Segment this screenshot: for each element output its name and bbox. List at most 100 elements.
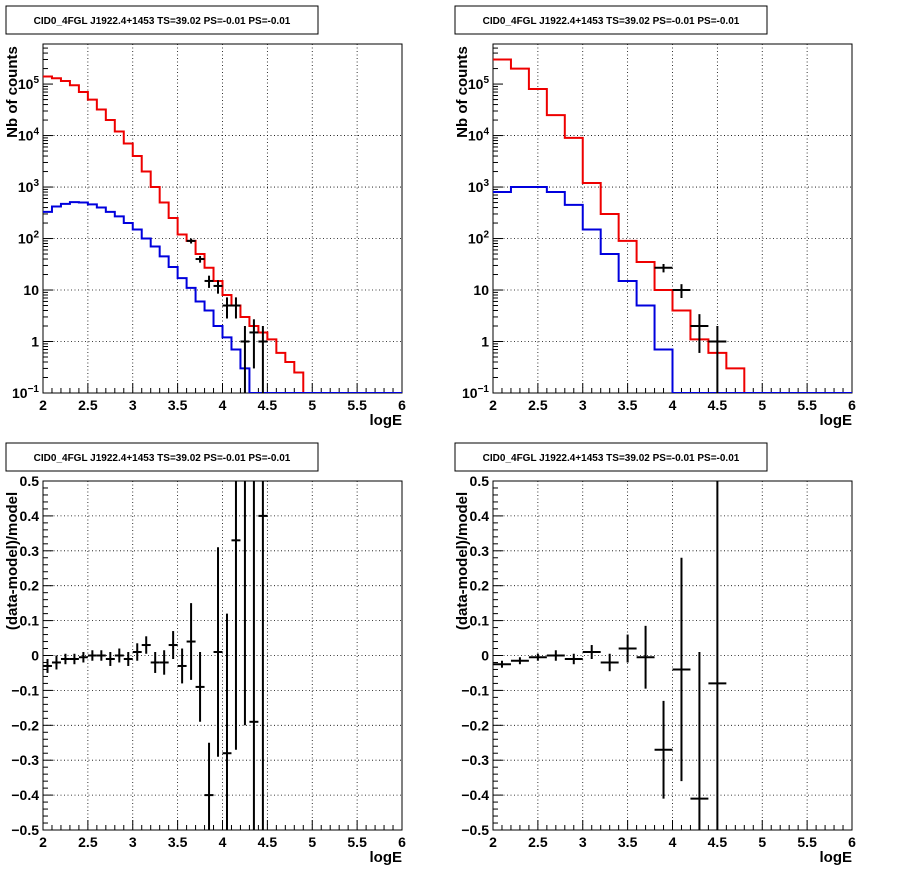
x-tick-label: 2.5 [528,834,548,850]
title-box [454,5,768,35]
x-tick-label: 4.5 [258,397,278,413]
y-tick-label: 0 [481,648,489,664]
x-tick-label: 5.5 [797,834,817,850]
x-axis [492,820,853,830]
chart-title: CID0_4FGL J1922.4+1453 TS=39.02 PS=-0.01… [34,453,291,464]
x-tick-label: 3 [579,834,587,850]
y-tick-label: −0.4 [461,787,489,803]
y-tick-label: 1 [31,334,39,350]
x-tick-label: 3 [129,834,137,850]
title-box [5,442,319,472]
x-tick-label: 5.5 [797,397,817,413]
x-tick-label: 2.5 [528,397,548,413]
y-tick-label: −0.2 [11,717,39,733]
y-axis [43,480,53,831]
x-axis-label: logE [820,849,853,866]
x-tick-label: 4 [219,834,227,850]
y-tick-label: 0.5 [20,473,40,489]
y-tick-label: 103 [18,178,40,195]
title-box [5,5,319,35]
y-tick-label: 10−1 [12,384,39,401]
x-axis [42,383,403,393]
x-tick-label: 4 [669,397,677,413]
model-background-histogram [493,186,852,393]
x-tick-label: 5 [308,397,316,413]
x-tick-label: 3.5 [618,397,638,413]
x-axis-label: logE [370,412,403,429]
y-tick-label: −0.1 [11,682,39,698]
x-axis-label: logE [820,412,853,429]
x-axis [42,820,403,830]
model-background-histogram [43,201,402,393]
y-axis [493,480,503,831]
y-tick-label: −0.4 [11,787,39,803]
x-tick-label: 2 [39,834,47,850]
chart-panel-3: CID0_4FGL J1922.4+1453 TS=39.02 PS=-0.01… [4,442,406,866]
x-tick-label: 5.5 [347,397,367,413]
y-tick-label: 0.5 [470,473,490,489]
y-tick-label: 103 [468,178,490,195]
data-errorbars [654,264,727,393]
y-axis-label: Nb of counts [454,46,471,138]
model-total-histogram [43,75,402,393]
x-tick-label: 5 [308,834,316,850]
plot-area [493,58,852,393]
y-tick-label: 0.1 [470,613,490,629]
x-axis-label: logE [370,849,403,866]
y-axis [43,43,53,394]
y-tick-label: −0.5 [11,822,39,838]
y-axis-label: Nb of counts [4,46,21,138]
y-axis [493,43,503,394]
x-tick-label: 3 [579,397,587,413]
x-tick-label: 2.5 [78,397,98,413]
y-tick-label: 10−1 [462,384,489,401]
y-tick-label: 0.1 [20,613,40,629]
data-errorbars [43,481,268,830]
x-tick-label: 4.5 [708,397,728,413]
x-tick-label: 6 [848,397,856,413]
x-tick-label: 6 [398,834,406,850]
title-box [454,442,768,472]
plot-area [493,481,727,830]
x-tick-label: 5.5 [347,834,367,850]
x-tick-label: 3 [129,397,137,413]
y-tick-label: 102 [18,230,40,247]
x-tick-label: 4.5 [708,834,728,850]
x-tick-label: 3.5 [168,397,188,413]
y-tick-label: 0.3 [20,543,40,559]
x-tick-label: 6 [398,397,406,413]
y-tick-label: 105 [18,75,40,92]
grid [43,44,402,393]
y-tick-label: 0.2 [20,578,40,594]
model-total-histogram [493,58,852,393]
x-tick-label: 4.5 [258,834,278,850]
chart-title: CID0_4FGL J1922.4+1453 TS=39.02 PS=-0.01… [483,453,740,464]
x-tick-label: 2 [39,397,47,413]
x-tick-label: 2 [489,397,497,413]
y-tick-label: 1 [481,334,489,350]
plot-frame [42,43,403,394]
x-tick-label: 6 [848,834,856,850]
plot-area [43,481,268,830]
x-tick-label: 5 [758,834,766,850]
data-errorbars [493,481,727,830]
y-tick-label: −0.2 [461,717,489,733]
y-axis-label: (data-model)/model [4,492,21,630]
y-tick-label: −0.3 [11,752,39,768]
chart-title: CID0_4FGL J1922.4+1453 TS=39.02 PS=-0.01… [483,16,740,27]
y-tick-label: 105 [468,75,490,92]
x-tick-label: 4 [669,834,677,850]
x-tick-label: 3.5 [618,834,638,850]
y-tick-label: 0.2 [470,578,490,594]
chart-panel-2: CID0_4FGL J1922.4+1453 TS=39.02 PS=-0.01… [454,5,856,429]
y-tick-label: 0 [31,648,39,664]
y-tick-label: 10 [23,282,39,298]
y-axis-label: (data-model)/model [454,492,471,630]
y-tick-label: 0.4 [470,508,490,524]
y-tick-label: 102 [468,230,490,247]
chart-panel-4: CID0_4FGL J1922.4+1453 TS=39.02 PS=-0.01… [454,442,856,866]
y-tick-label: 0.4 [20,508,40,524]
x-tick-label: 2.5 [78,834,98,850]
y-tick-label: 10 [473,282,489,298]
